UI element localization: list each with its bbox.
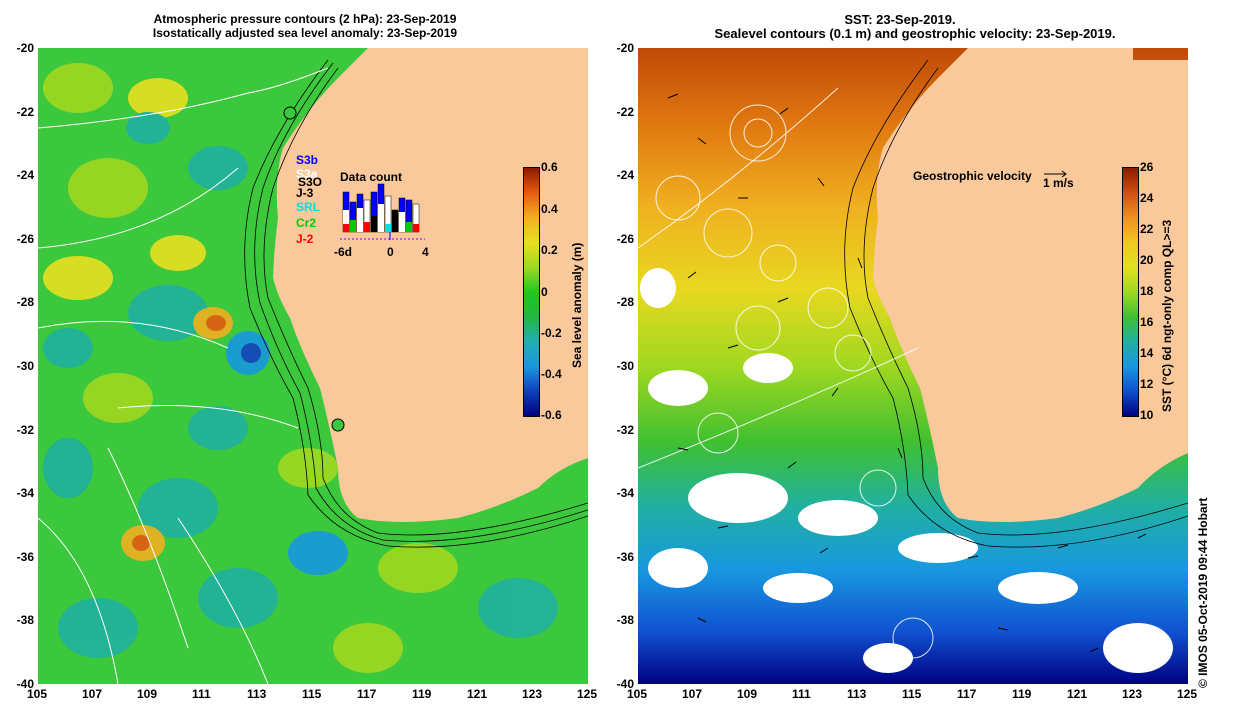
- right-x-tick: 125: [1177, 687, 1198, 701]
- right-sst-map: [638, 48, 1188, 684]
- right-cbar-tick-5: 16: [1140, 315, 1154, 329]
- left-x-tick: 115: [302, 687, 322, 701]
- right-cbar-tick-1: 24: [1140, 191, 1154, 205]
- left-cbar-tick-1: 0.4: [541, 202, 558, 216]
- left-cbar-tick-0: 0.6: [541, 160, 558, 174]
- satellite-srl: SRL: [296, 200, 320, 214]
- left-x-tick: 123: [522, 687, 543, 701]
- velocity-legend-label: Geostrophic velocity: [913, 169, 1032, 183]
- data-count-axis-start: -6d: [334, 245, 352, 259]
- right-colorbar-label: SST (°C) 6d ngt-only comp QL>=3: [1160, 219, 1174, 412]
- left-x-tick: 117: [357, 687, 377, 701]
- left-title-line2: Isostatically adjusted sea level anomaly…: [152, 26, 458, 40]
- left-x-tick: 111: [192, 687, 211, 701]
- left-colorbar-label: Sea level anomaly (m): [570, 242, 584, 368]
- right-cbar-tick-6: 14: [1140, 346, 1154, 360]
- imos-credit: © IMOS 05-Oct-2019 09:44 Hobart: [1196, 497, 1210, 688]
- right-y-tick: -24: [616, 168, 634, 183]
- right-y-tick: -30: [616, 359, 634, 373]
- left-cbar-tick-4: -0.2: [541, 326, 562, 340]
- left-x-tick: 119: [412, 687, 432, 701]
- right-y-tick: -20: [616, 41, 634, 55]
- satellite-s3b: S3b: [296, 153, 319, 167]
- left-cbar-tick-3: 0: [541, 285, 548, 299]
- right-x-tick: 107: [682, 687, 703, 701]
- left-x-tick: 121: [467, 687, 488, 701]
- right-cbar-tick-0: 26: [1140, 160, 1154, 174]
- data-count-axis-end: 4: [422, 245, 429, 259]
- left-x-tick: 107: [82, 687, 103, 701]
- right-y-tick: -36: [616, 549, 634, 564]
- data-count-axis-zero: 0: [387, 245, 394, 259]
- left-y-tick: -24: [16, 168, 34, 183]
- left-x-tick: 125: [577, 687, 598, 701]
- data-count-title: Data count: [340, 170, 403, 184]
- right-colorbar: [1122, 167, 1139, 417]
- satellite-s3o: S3O: [298, 175, 323, 189]
- left-colorbar: [523, 167, 540, 417]
- right-title-line1: SST: 23-Sep-2019.: [844, 12, 956, 27]
- right-cbar-tick-8: 10: [1140, 408, 1154, 422]
- right-cbar-tick-2: 22: [1140, 222, 1154, 236]
- left-cbar-tick-2: 0.2: [541, 243, 558, 257]
- left-y-tick: -20: [16, 41, 34, 55]
- left-y-tick: -34: [16, 486, 34, 501]
- right-x-tick: 111: [792, 687, 811, 701]
- right-y-tick: -40: [616, 677, 634, 691]
- satellite-j3: J-3: [296, 186, 314, 200]
- right-y-tick: -26: [616, 231, 634, 246]
- right-x-tick: 123: [1122, 687, 1143, 701]
- right-y-tick: -22: [616, 104, 634, 119]
- left-y-tick: -26: [16, 231, 34, 246]
- left-x-tick: 109: [137, 687, 158, 701]
- left-cbar-tick-6: -0.6: [541, 408, 562, 422]
- satellite-j2: J-2: [296, 232, 314, 246]
- right-cbar-tick-7: 12: [1140, 377, 1154, 391]
- left-y-tick: -36: [16, 549, 34, 564]
- right-cbar-tick-3: 20: [1140, 253, 1154, 267]
- right-x-tick: 119: [1012, 687, 1032, 701]
- right-x-tick: 115: [902, 687, 922, 701]
- left-y-tick: -38: [16, 613, 34, 628]
- satellite-cr2: Cr2: [296, 216, 317, 230]
- right-x-tick: 113: [847, 687, 867, 701]
- left-x-tick: 113: [247, 687, 267, 701]
- right-y-tick: -34: [616, 486, 634, 501]
- left-sea-level-map: [38, 48, 588, 684]
- right-map-svg: [638, 48, 1188, 684]
- left-y-tick: -32: [16, 422, 34, 437]
- left-y-tick: -40: [16, 677, 34, 691]
- right-x-tick: 117: [957, 687, 977, 701]
- left-y-tick: -30: [16, 359, 34, 373]
- left-y-tick: -28: [16, 295, 34, 310]
- right-y-tick: -28: [616, 295, 634, 310]
- right-x-tick: 105: [627, 687, 648, 701]
- left-x-tick: 105: [27, 687, 48, 701]
- right-x-tick: 121: [1067, 687, 1088, 701]
- right-title-line2: Sealevel contours (0.1 m) and geostrophi…: [714, 26, 1116, 41]
- velocity-legend-unit: 1 m/s: [1043, 176, 1074, 190]
- left-map-svg: [38, 48, 588, 684]
- left-cbar-tick-5: -0.4: [541, 367, 562, 381]
- right-x-tick: 109: [737, 687, 758, 701]
- left-title-line1: Atmospheric pressure contours (2 hPa): 2…: [153, 12, 457, 26]
- right-cbar-tick-4: 18: [1140, 284, 1154, 298]
- right-y-tick: -38: [616, 613, 634, 628]
- right-y-tick: -32: [616, 422, 634, 437]
- left-y-tick: -22: [16, 104, 34, 119]
- satellite-s3a: S3a: [296, 167, 318, 181]
